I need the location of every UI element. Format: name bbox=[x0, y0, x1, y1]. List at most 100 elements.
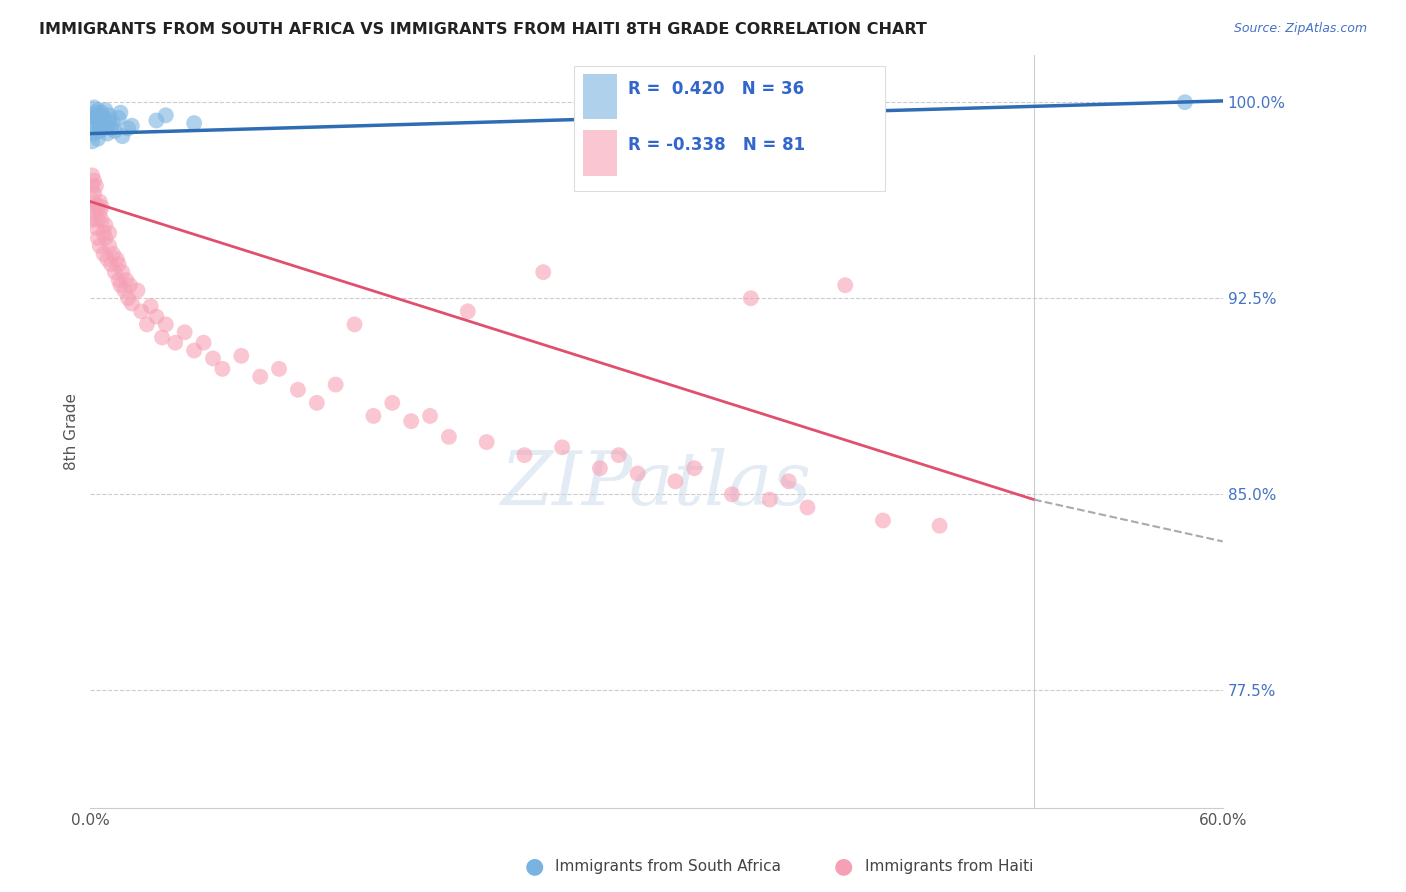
Point bbox=[117, 121, 139, 136]
Point bbox=[89, 205, 111, 219]
Point bbox=[778, 475, 800, 489]
Point bbox=[94, 218, 117, 232]
Point bbox=[551, 440, 574, 454]
Point bbox=[84, 111, 107, 125]
Point bbox=[90, 212, 112, 227]
Point bbox=[82, 116, 104, 130]
Point bbox=[83, 108, 105, 122]
Point bbox=[93, 226, 115, 240]
Point bbox=[475, 435, 498, 450]
Point bbox=[89, 108, 111, 122]
Point bbox=[155, 318, 177, 332]
Text: IMMIGRANTS FROM SOUTH AFRICA VS IMMIGRANTS FROM HAITI 8TH GRADE CORRELATION CHAR: IMMIGRANTS FROM SOUTH AFRICA VS IMMIGRAN… bbox=[39, 22, 927, 37]
FancyBboxPatch shape bbox=[574, 66, 886, 191]
Point bbox=[136, 318, 159, 332]
Point bbox=[117, 291, 139, 305]
Point bbox=[83, 100, 105, 114]
Point bbox=[90, 105, 112, 120]
Point bbox=[231, 349, 253, 363]
Point bbox=[87, 113, 110, 128]
Point bbox=[89, 119, 111, 133]
Point bbox=[98, 239, 121, 253]
Point bbox=[94, 231, 117, 245]
Point bbox=[267, 362, 290, 376]
Point bbox=[183, 116, 205, 130]
Point bbox=[84, 105, 107, 120]
Point bbox=[110, 105, 132, 120]
Point bbox=[87, 212, 110, 227]
Point bbox=[325, 377, 347, 392]
Point bbox=[82, 178, 104, 193]
Point bbox=[664, 475, 686, 489]
Point bbox=[121, 296, 143, 310]
Point bbox=[139, 299, 162, 313]
Point bbox=[127, 284, 149, 298]
Point bbox=[100, 257, 122, 271]
Point bbox=[419, 409, 441, 423]
Point bbox=[107, 273, 129, 287]
Point bbox=[98, 108, 121, 122]
Point bbox=[381, 396, 404, 410]
Point bbox=[193, 335, 215, 350]
Text: ●: ● bbox=[834, 856, 853, 876]
Point bbox=[740, 291, 762, 305]
Point bbox=[145, 113, 167, 128]
Point bbox=[112, 284, 135, 298]
Point bbox=[607, 448, 630, 462]
Point bbox=[89, 239, 111, 253]
Point bbox=[96, 127, 118, 141]
Point bbox=[513, 448, 536, 462]
Point bbox=[83, 127, 105, 141]
Point bbox=[211, 362, 233, 376]
Point bbox=[98, 113, 121, 128]
Point bbox=[150, 330, 173, 344]
Point bbox=[83, 186, 105, 201]
Point bbox=[343, 318, 366, 332]
Point bbox=[834, 278, 856, 293]
Point bbox=[83, 205, 105, 219]
Point bbox=[173, 325, 195, 339]
Point bbox=[107, 111, 129, 125]
Point bbox=[155, 108, 177, 122]
Text: R = -0.338   N = 81: R = -0.338 N = 81 bbox=[628, 136, 806, 154]
Point bbox=[84, 200, 107, 214]
Point bbox=[201, 351, 224, 366]
Point bbox=[872, 514, 894, 528]
Point bbox=[93, 121, 115, 136]
Point bbox=[105, 252, 128, 266]
Y-axis label: 8th Grade: 8th Grade bbox=[65, 393, 79, 470]
Point bbox=[249, 369, 271, 384]
Point bbox=[82, 212, 104, 227]
FancyBboxPatch shape bbox=[583, 74, 617, 120]
Point bbox=[121, 119, 143, 133]
Point bbox=[796, 500, 818, 515]
Point bbox=[111, 129, 134, 144]
Point bbox=[89, 194, 111, 209]
Text: ●: ● bbox=[524, 856, 544, 876]
Point bbox=[87, 231, 110, 245]
Point bbox=[115, 273, 138, 287]
Point bbox=[363, 409, 385, 423]
Point bbox=[721, 487, 744, 501]
Point bbox=[437, 430, 460, 444]
Point bbox=[83, 194, 105, 209]
Point bbox=[627, 467, 650, 481]
Point bbox=[118, 278, 141, 293]
Point bbox=[683, 461, 706, 475]
Point bbox=[93, 247, 115, 261]
Point bbox=[89, 124, 111, 138]
Point bbox=[94, 103, 117, 117]
Point bbox=[101, 116, 124, 130]
Text: Source: ZipAtlas.com: Source: ZipAtlas.com bbox=[1233, 22, 1367, 36]
Point bbox=[87, 200, 110, 214]
Point bbox=[101, 247, 124, 261]
Text: Immigrants from Haiti: Immigrants from Haiti bbox=[865, 859, 1033, 874]
Point bbox=[145, 310, 167, 324]
Point bbox=[111, 265, 134, 279]
Point bbox=[96, 252, 118, 266]
Point bbox=[129, 304, 152, 318]
Point bbox=[107, 257, 129, 271]
Point bbox=[589, 461, 612, 475]
Point bbox=[928, 518, 950, 533]
Point bbox=[399, 414, 422, 428]
